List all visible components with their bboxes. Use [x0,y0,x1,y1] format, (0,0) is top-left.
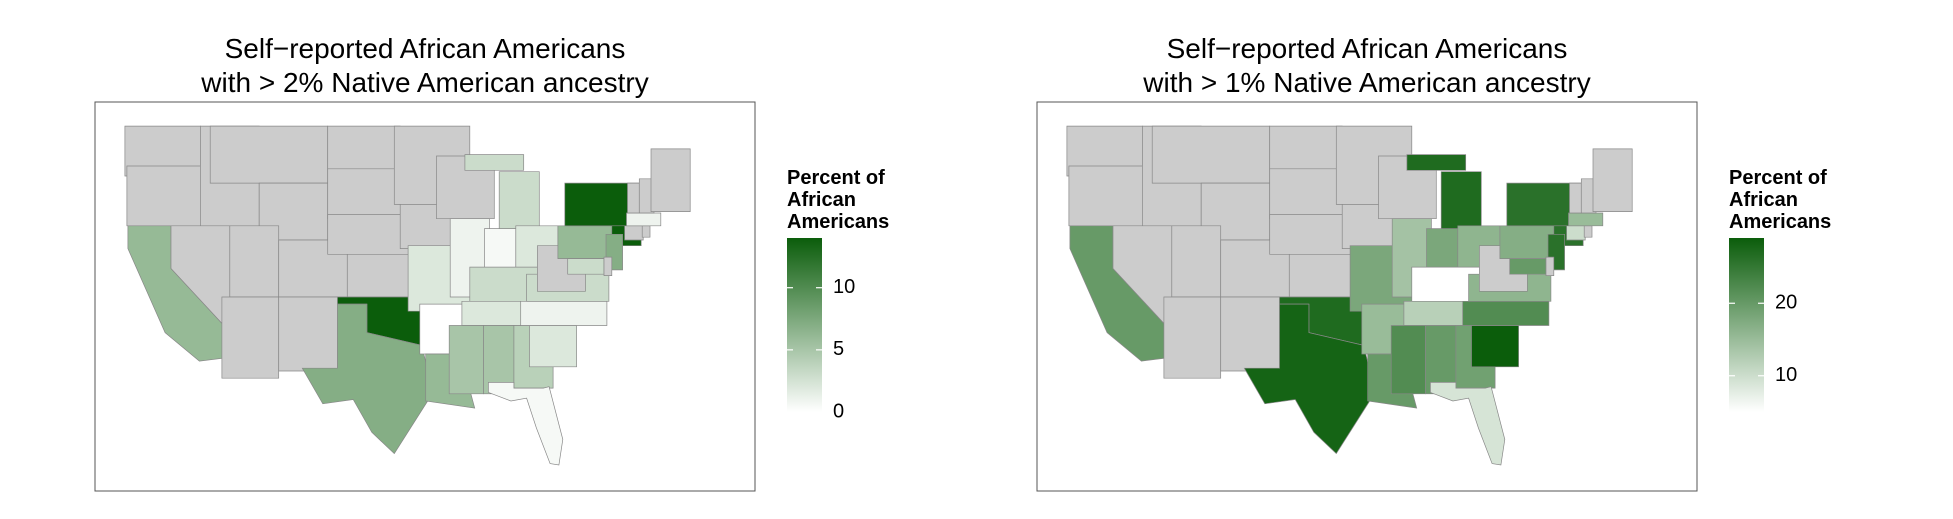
state [1220,296,1280,372]
chart-title: Self−reported African Americans [1167,33,1568,64]
colorbar [1729,238,1764,412]
state [567,258,605,275]
chart-title: Self−reported African Americans [225,33,626,64]
state [327,168,402,220]
state [1068,165,1148,227]
legend-title: African [1729,189,1798,211]
state [557,225,613,259]
state [603,256,613,276]
state [1430,382,1506,466]
state [1269,125,1343,170]
state [650,148,691,212]
colorbar [787,238,822,412]
state [1462,300,1550,326]
legend-title: Percent of [1729,167,1827,189]
state [1592,148,1633,212]
state [126,165,206,227]
map-frame [94,101,756,492]
state [1569,182,1582,214]
legend-tick-label: 5 [833,338,844,360]
state [221,296,280,379]
state [1163,296,1222,379]
state [624,225,644,241]
state [641,225,651,238]
state [529,325,577,368]
state [1545,256,1555,276]
state [327,125,401,170]
state [1583,225,1593,238]
state [209,125,329,184]
state [1151,125,1271,184]
legend-tick-label: 20 [1775,292,1797,314]
state [488,382,564,466]
state [627,182,640,214]
legend-tick-label: 10 [1775,364,1797,386]
state [626,212,662,227]
state [1499,225,1555,259]
chart-title: with > 1% Native American ancestry [1142,67,1590,98]
legend-title: Percent of [787,167,885,189]
state [1171,225,1222,298]
state [278,296,338,372]
state [448,325,484,395]
state [1269,168,1344,220]
state [1471,325,1519,368]
legend-title: Americans [787,211,889,233]
state [1566,225,1586,241]
state [520,300,608,326]
state [229,225,280,298]
legend-title: Americans [1729,211,1831,233]
legend-tick-label: 0 [833,400,844,422]
state [1509,258,1547,275]
legend-title: African [787,189,856,211]
map-frame [1036,101,1698,492]
chart-title: with > 2% Native American ancestry [200,67,648,98]
state [1568,212,1604,227]
state [1390,325,1426,395]
legend-tick-label: 10 [833,276,855,298]
